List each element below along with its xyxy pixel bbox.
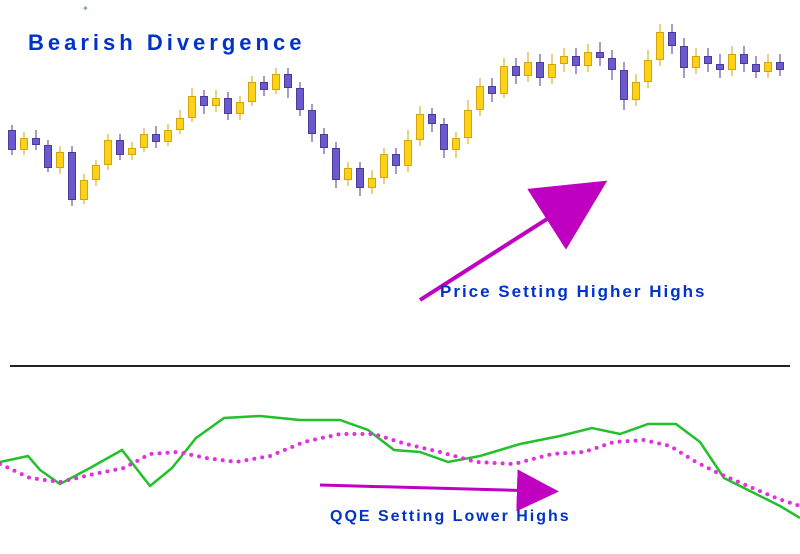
panel-divider (10, 365, 790, 367)
qqe-line-dotted (0, 432, 799, 507)
price-candlestick-chart (0, 60, 800, 350)
upper-annotation-label: Price Setting Higher Highs (440, 282, 706, 302)
qqe-line-solid (0, 416, 800, 518)
lower-annotation-label: QQE Setting Lower Highs (330, 508, 571, 526)
chart-title: Bearish Divergence (28, 30, 305, 56)
trend-arrow-flat (320, 485, 540, 491)
corner-marker: ✦ (82, 4, 89, 13)
